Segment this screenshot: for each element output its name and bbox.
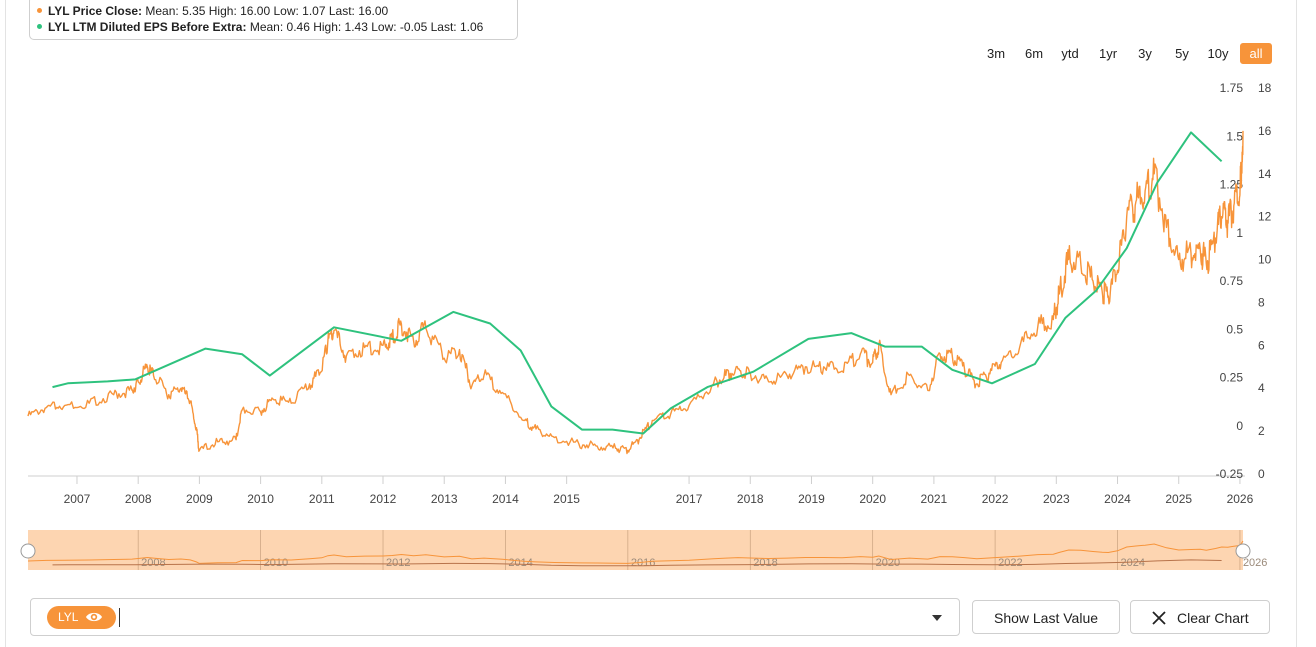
x-tick-label: 2012: [370, 492, 397, 506]
clear-chart-button[interactable]: Clear Chart: [1130, 600, 1270, 634]
x-tick-label: 2018: [737, 492, 764, 506]
eye-icon[interactable]: [85, 610, 103, 624]
x-tick-label: 2015: [553, 492, 580, 506]
ticker-tag[interactable]: LYL: [47, 606, 116, 629]
y-right-tick-label: 0: [1258, 467, 1265, 481]
x-tick-label: 2024: [1104, 492, 1131, 506]
y-right-tick-label: 14: [1258, 167, 1272, 181]
range-button-3y[interactable]: 3y: [1138, 46, 1152, 61]
navigator-year-label: 2008: [141, 557, 165, 569]
x-tick-label: 2019: [798, 492, 825, 506]
navigator-eps-line: [52, 559, 1222, 567]
frame-right-border: [1296, 0, 1297, 647]
show-last-value-button[interactable]: Show Last Value: [972, 600, 1120, 634]
navigator-year-label: 2024: [1121, 557, 1145, 569]
y-right-tick-label: 8: [1258, 295, 1265, 309]
range-button-3m[interactable]: 3m: [986, 46, 1006, 61]
x-tick-label: 2026: [1227, 492, 1254, 506]
eps-legend-stats: Mean: 0.46 High: 1.43 Low: -0.05 Last: 1…: [249, 20, 484, 34]
x-tick-label: 2009: [186, 492, 213, 506]
y-right-tick-label: 2: [1258, 424, 1265, 438]
y-left-tick-label: 1.75: [1220, 81, 1244, 95]
x-tick-label: 2010: [247, 492, 274, 506]
x-tick-label: 2007: [64, 492, 91, 506]
x-tick-label: 2022: [982, 492, 1009, 506]
y-right-tick-label: 6: [1258, 338, 1265, 352]
x-tick-label: 2011: [309, 492, 335, 506]
navigator-year-label: 2020: [876, 557, 900, 569]
range-button-5y[interactable]: 5y: [1175, 46, 1189, 61]
navigator-year-label: 2012: [386, 557, 410, 569]
y-left-tick-label: 0.75: [1220, 274, 1244, 288]
frame-left-border: [5, 0, 6, 647]
range-button-6m[interactable]: 6m: [1024, 46, 1044, 61]
y-left-tick-label: 0.25: [1220, 371, 1244, 385]
x-tick-label: 2017: [676, 492, 703, 506]
price-legend-dot: [37, 8, 42, 14]
y-left-tick-label: 0.5: [1226, 322, 1243, 336]
close-icon: [1152, 611, 1166, 625]
y-right-tick-label: 4: [1258, 381, 1265, 395]
y-left-tick-label: 0: [1236, 419, 1243, 433]
y-right-tick-label: 16: [1258, 124, 1272, 138]
eps-legend-name: LYL LTM Diluted EPS Before Extra:: [48, 20, 247, 34]
y-left-tick-label: 1.5: [1226, 129, 1243, 143]
x-tick-label: 2008: [125, 492, 152, 506]
ticker-tag-label: LYL: [58, 610, 79, 624]
eps-legend-dot: [37, 24, 42, 30]
eps-line: [52, 131, 1223, 435]
x-tick-label: 2014: [492, 492, 519, 506]
range-button-all[interactable]: all: [1240, 43, 1272, 64]
navigator-handle-right[interactable]: [1235, 543, 1251, 559]
chart-svg: 2007 2008 2009 2010 2011 2012 2013 2014 2015 2017…: [20, 81, 1272, 570]
navigator-price-line: [27, 540, 1244, 564]
y-right-tick-label: 12: [1258, 210, 1272, 224]
navigator-handle-left[interactable]: [20, 543, 36, 559]
range-button-10y[interactable]: 10y: [1207, 46, 1229, 61]
x-tick-label: 2025: [1165, 492, 1192, 506]
x-tick-label: 2013: [431, 492, 458, 506]
y-right-tick-label: 18: [1258, 81, 1272, 95]
text-caret: [119, 608, 120, 627]
navigator-year-label: 2010: [264, 557, 288, 569]
legend-row-eps: LYL LTM Diluted EPS Before Extra: Mean: …: [37, 19, 517, 35]
price-legend-stats: Mean: 5.35 High: 16.00 Low: 1.07 Last: 1…: [145, 4, 389, 18]
range-button-ytd[interactable]: ytd: [1061, 46, 1079, 61]
range-button-1yr[interactable]: 1yr: [1098, 46, 1118, 61]
x-tick-label: 2021: [921, 492, 948, 506]
navigator-year-label: 2018: [753, 557, 777, 569]
y-right-tick-label: 10: [1258, 253, 1272, 267]
chevron-down-icon[interactable]: [932, 615, 942, 621]
x-tick-label: 2020: [859, 492, 886, 506]
chart-legend: LYL Price Close: Mean: 5.35 High: 16.00 …: [29, 0, 518, 40]
y-left-tick-label: -0.25: [1216, 467, 1244, 481]
ticker-search-input[interactable]: LYL: [30, 598, 960, 636]
navigator-year-label: 2022: [998, 557, 1022, 569]
y-left-tick-label: 1: [1236, 226, 1243, 240]
x-tick-label: 2023: [1043, 492, 1070, 506]
legend-row-price: LYL Price Close: Mean: 5.35 High: 16.00 …: [37, 3, 517, 19]
navigator-year-label: 2014: [508, 557, 532, 569]
price-close-line: [27, 130, 1244, 455]
clear-chart-label: Clear Chart: [1177, 610, 1249, 626]
price-legend-name: LYL Price Close:: [48, 4, 143, 18]
navigator-year-label: 2026: [1243, 557, 1267, 569]
